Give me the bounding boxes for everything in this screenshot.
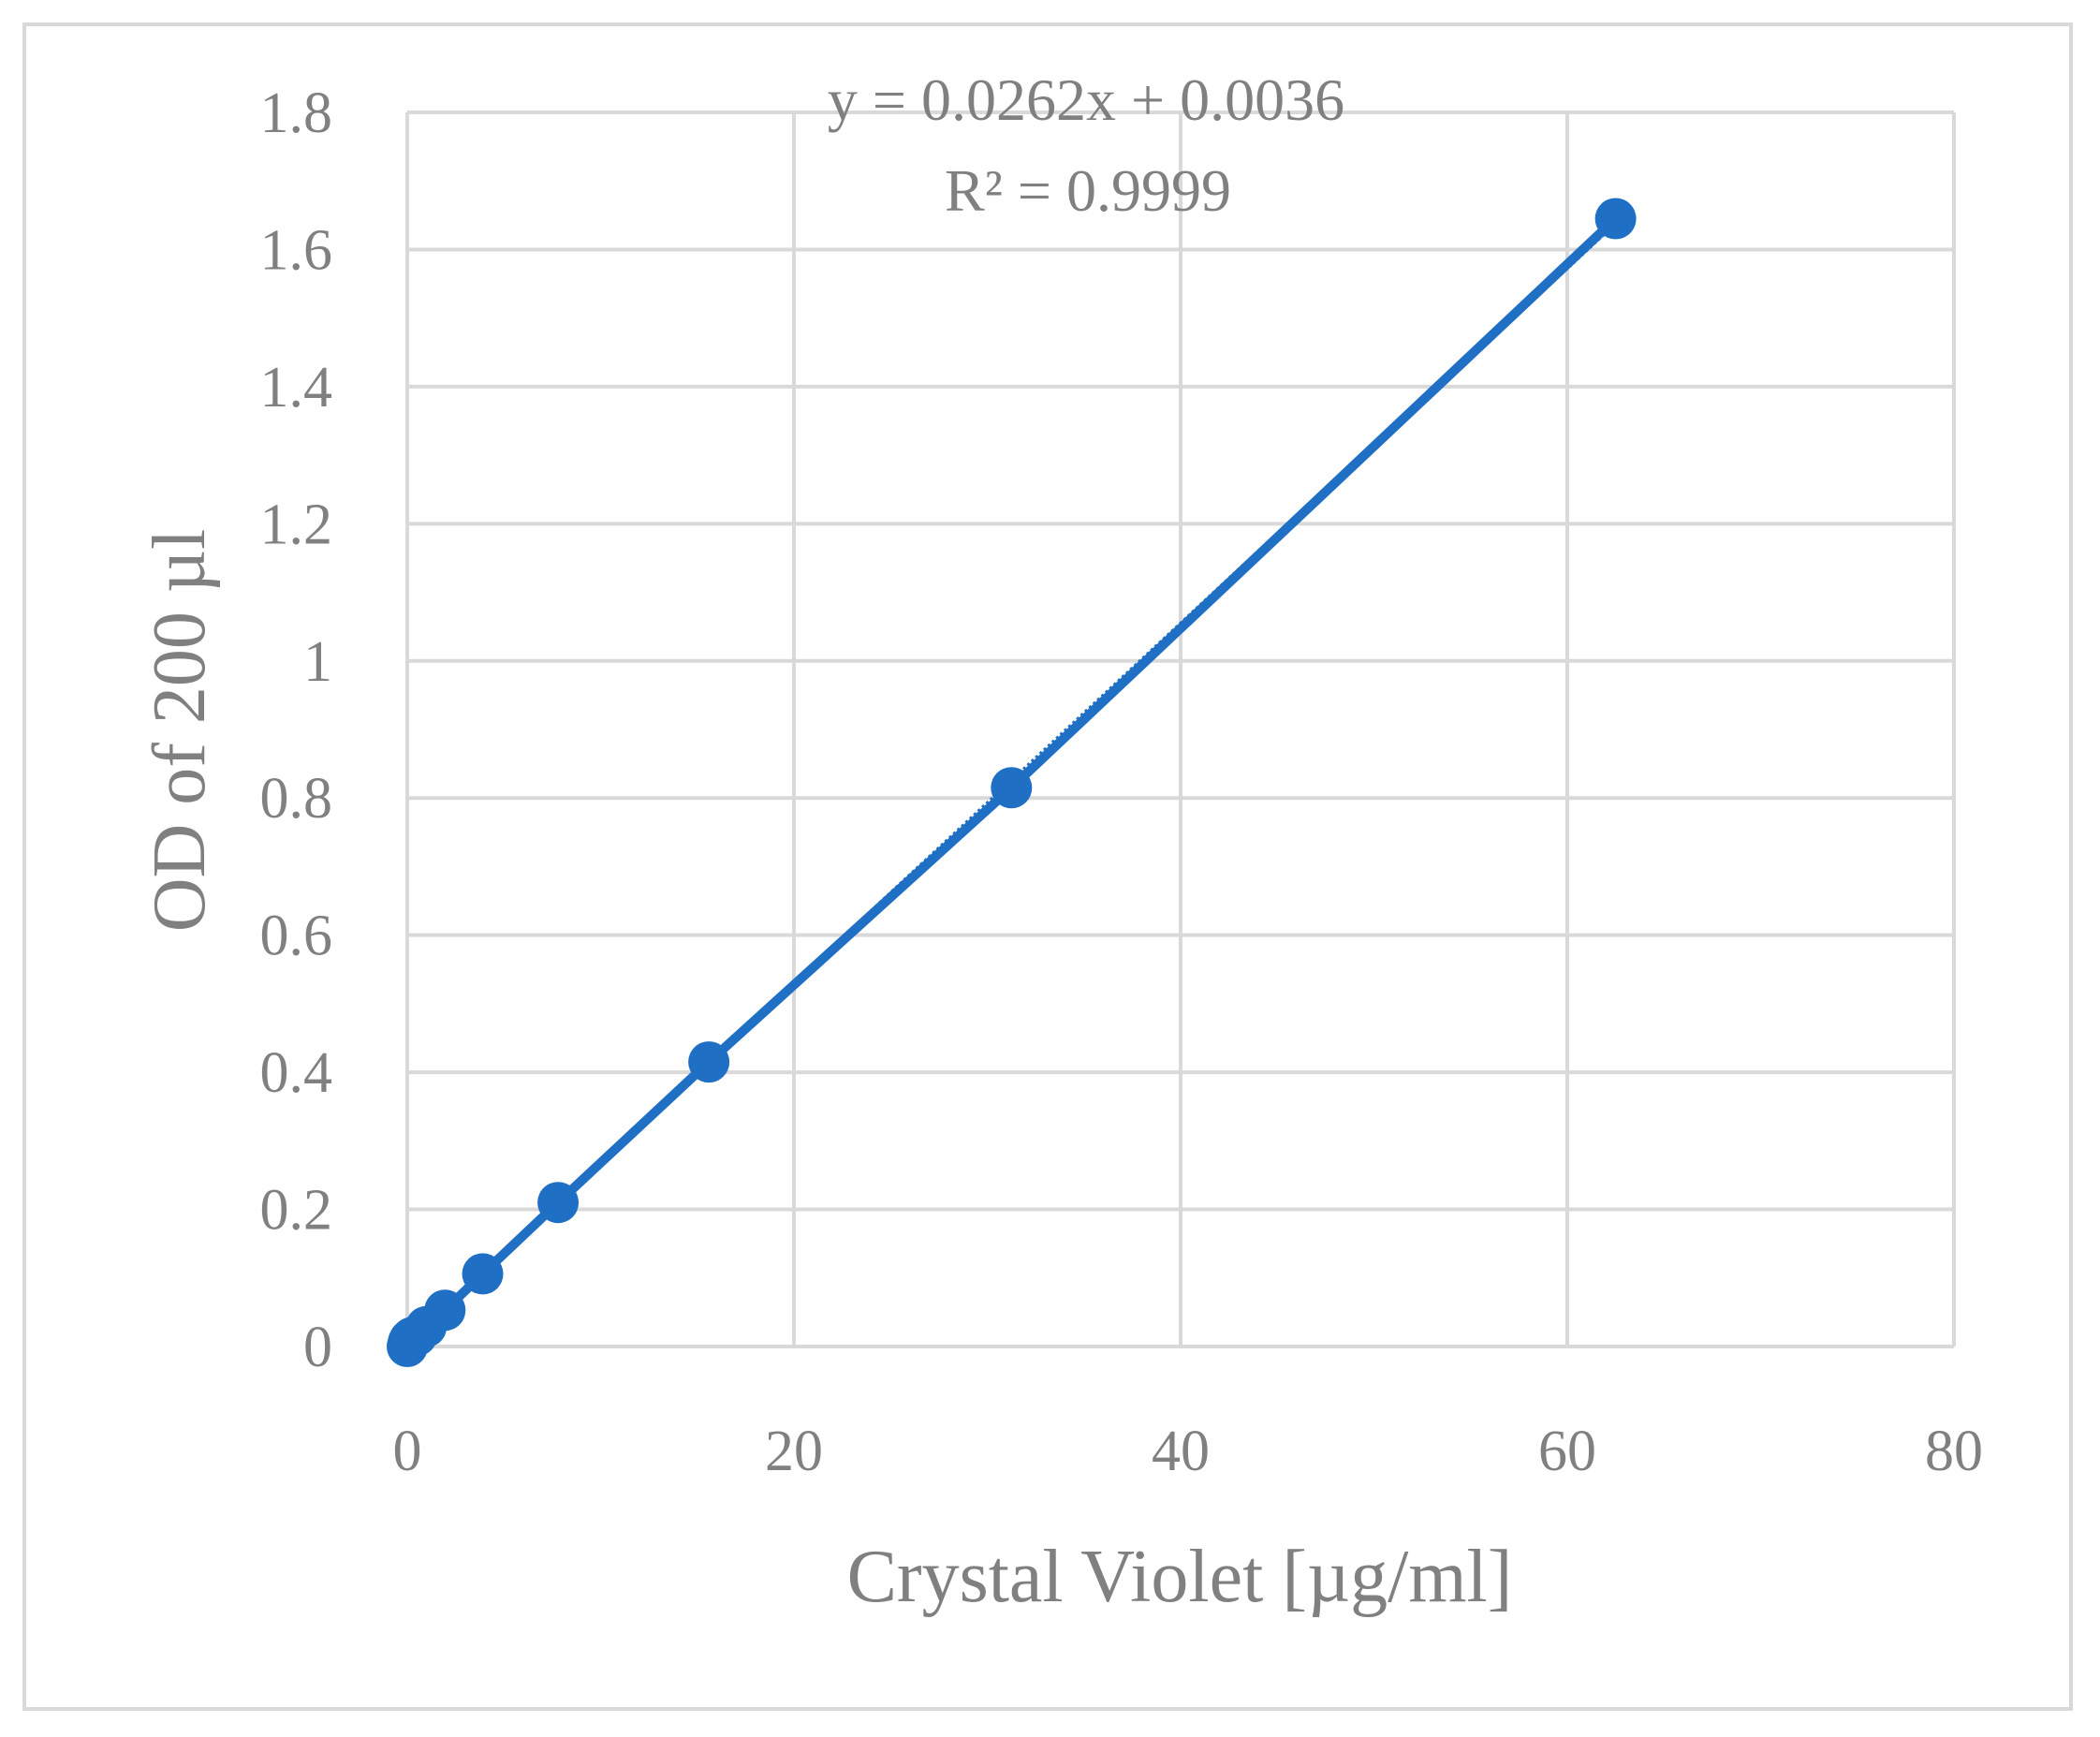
x-axis-title: Crystal Violet [µg/ml] <box>847 1536 1513 1618</box>
chart-frame <box>22 22 2073 1711</box>
data-points <box>387 198 1637 1367</box>
y-tick-label: 1.8 <box>260 81 333 145</box>
data-point <box>424 1289 466 1332</box>
trendline-r-squared: R² = 0.9999 <box>945 157 1231 224</box>
x-tick-label: 40 <box>1152 1420 1210 1483</box>
y-tick-label: 1.2 <box>260 493 333 556</box>
y-tick-label: 0.4 <box>260 1041 333 1105</box>
y-axis-ticks: 0 0.2 0.4 0.6 0.8 1 1.2 1.4 1.6 1.8 <box>260 81 333 1379</box>
y-axis-title: OD of 200 µl <box>139 529 221 933</box>
y-tick-label: 0.8 <box>260 767 333 831</box>
y-tick-label: 1.6 <box>260 218 333 282</box>
x-tick-label: 60 <box>1538 1420 1596 1483</box>
x-tick-label: 20 <box>765 1420 823 1483</box>
data-point <box>462 1253 504 1295</box>
x-tick-label: 80 <box>1925 1420 1983 1483</box>
grid <box>405 110 1956 1348</box>
x-tick-label: 0 <box>393 1420 422 1483</box>
trendline-equation: y = 0.0262x + 0.0036 <box>828 66 1344 133</box>
y-tick-label: 1.4 <box>260 356 333 420</box>
y-tick-label: 0.2 <box>260 1179 333 1243</box>
data-point <box>688 1041 730 1083</box>
data-point <box>1594 198 1637 240</box>
y-tick-label: 0 <box>303 1316 332 1379</box>
y-tick-label: 0.6 <box>260 905 333 968</box>
data-point <box>991 767 1033 809</box>
x-axis-ticks: 0 20 40 60 80 <box>393 1420 1984 1483</box>
data-point <box>537 1182 580 1224</box>
y-tick-label: 1 <box>303 630 332 694</box>
